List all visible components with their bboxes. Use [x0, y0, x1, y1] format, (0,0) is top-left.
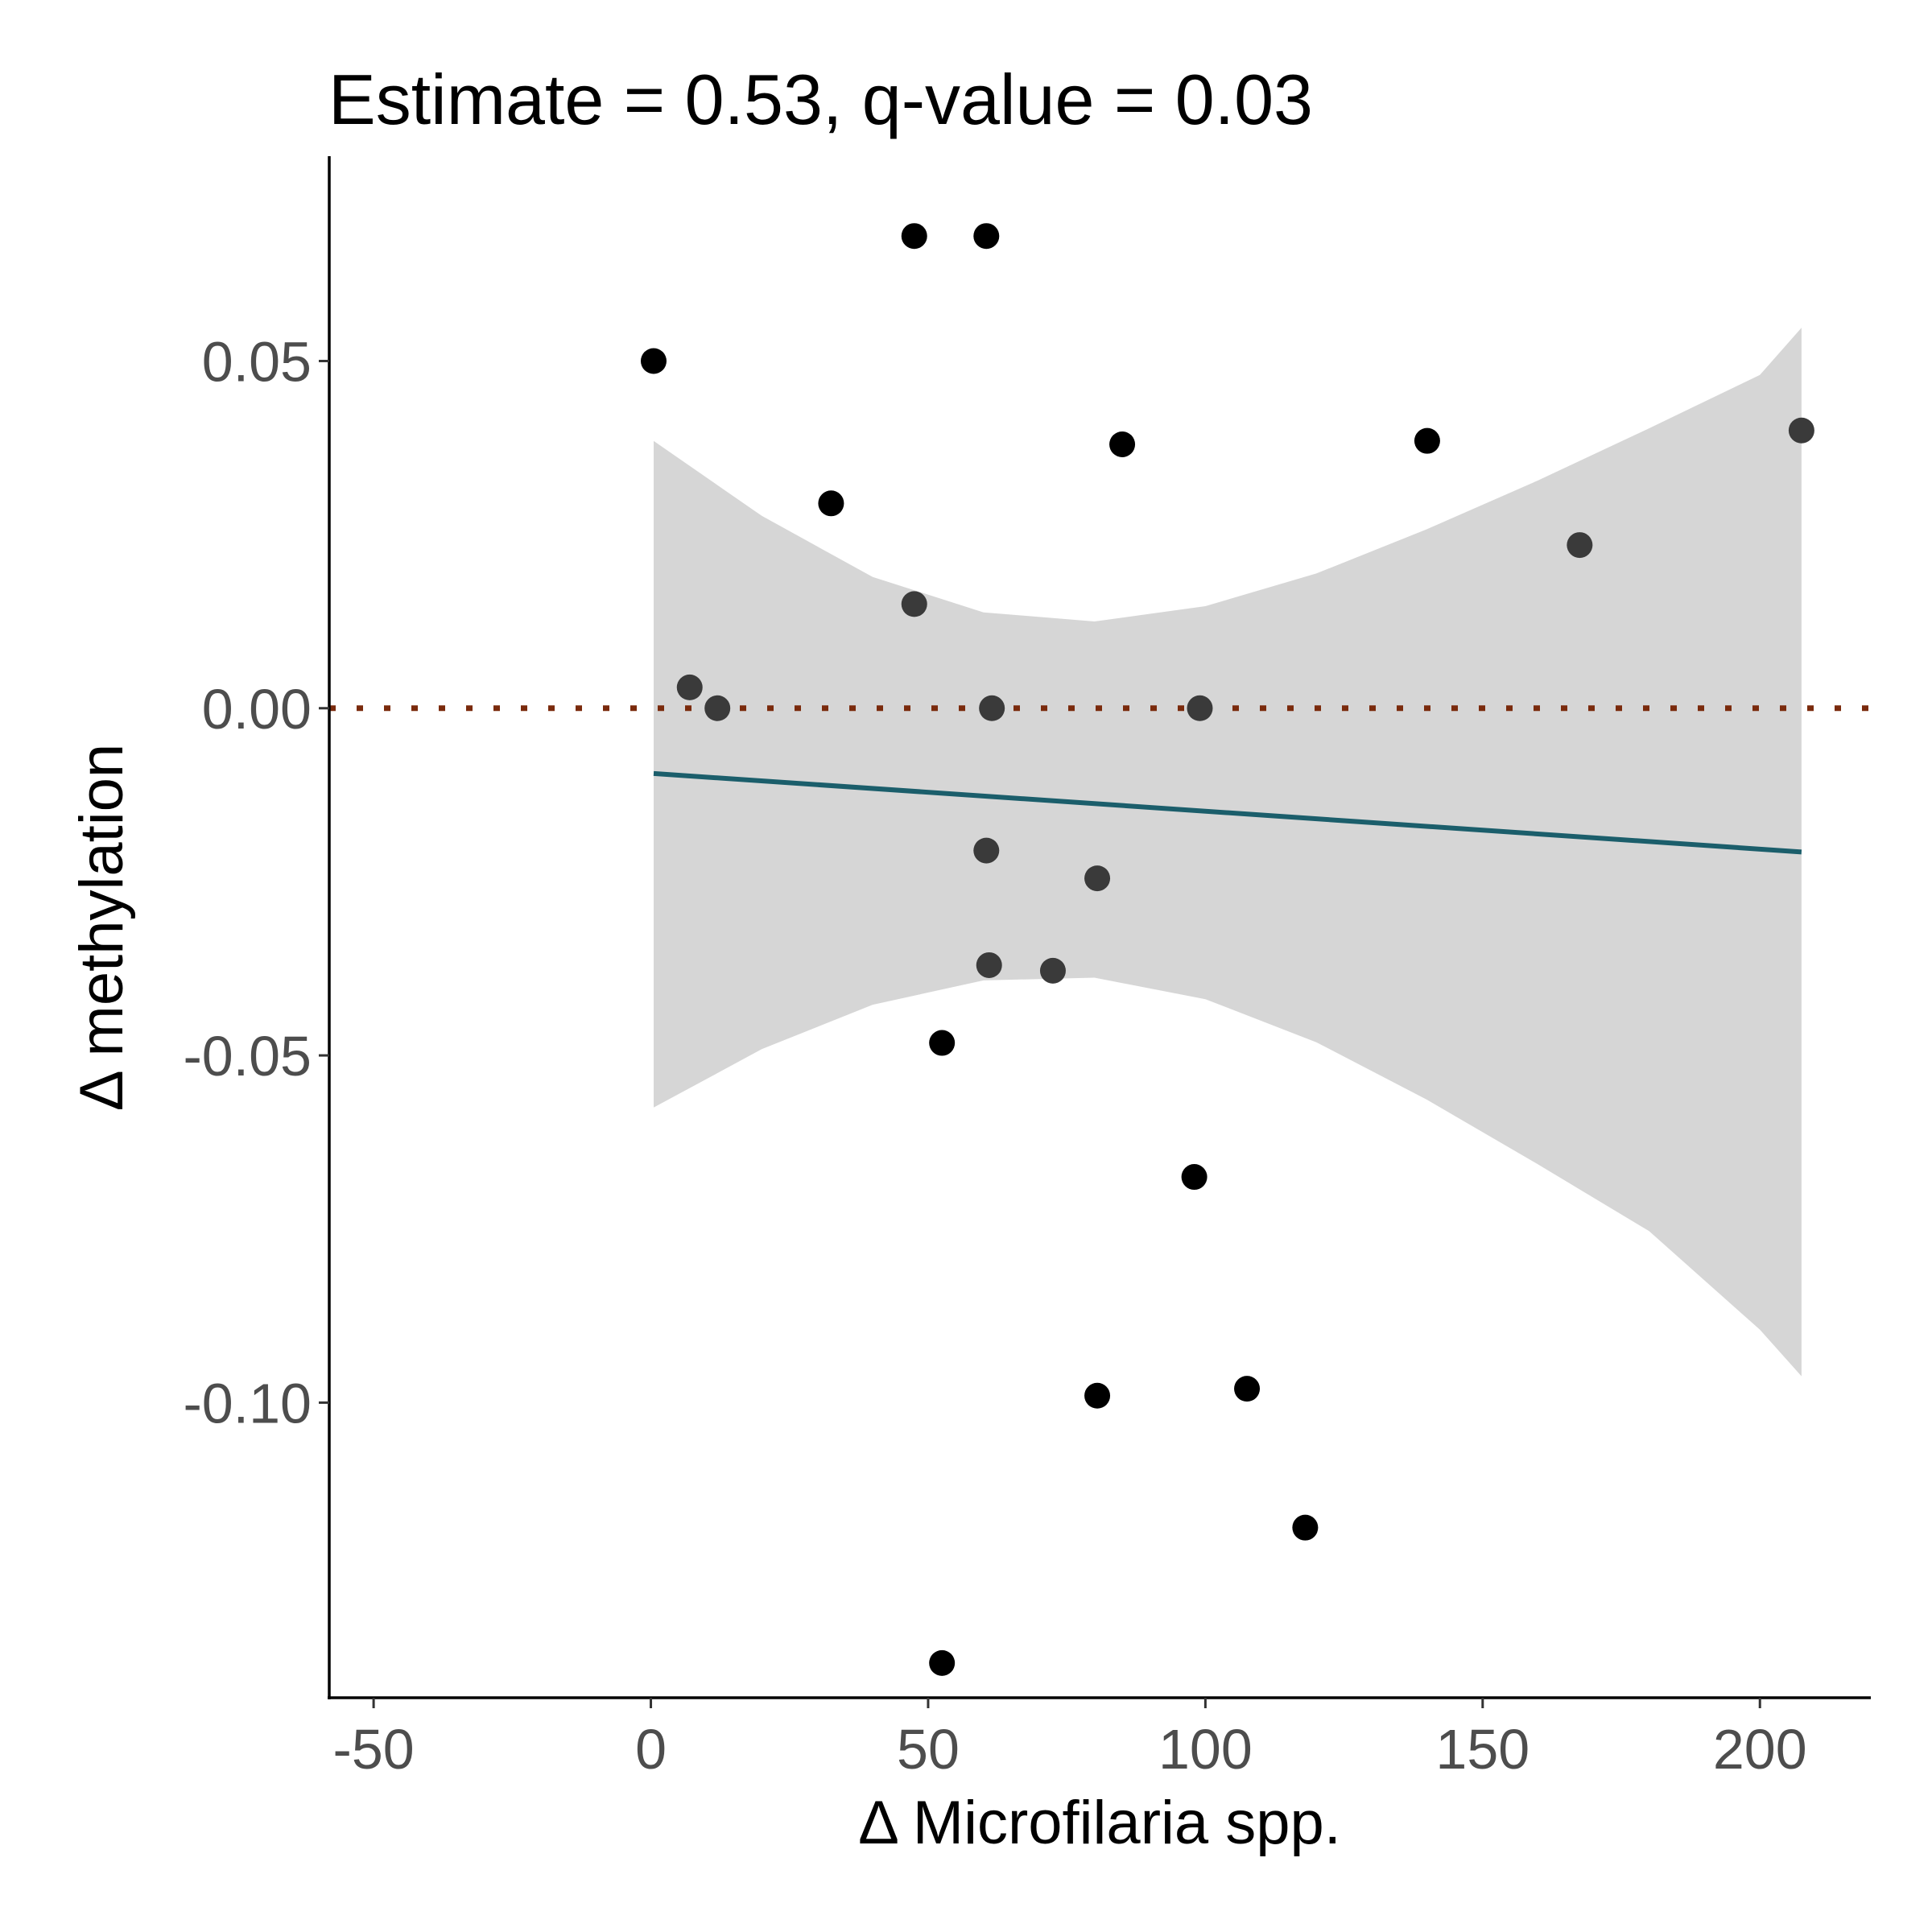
data-point [1187, 695, 1213, 721]
x-tick-label: 200 [1713, 1718, 1807, 1781]
data-point [704, 695, 731, 721]
data-point [929, 1030, 956, 1056]
data-point [929, 1649, 956, 1676]
data-point [676, 674, 703, 700]
data-point [1414, 427, 1440, 454]
y-tick-label: 0.00 [202, 678, 312, 741]
data-point [1084, 1382, 1111, 1409]
data-point [979, 695, 1005, 721]
x-axis-title: Δ Microfilaria spp. [858, 1789, 1341, 1857]
data-point [976, 952, 1002, 978]
data-point [1292, 1514, 1319, 1541]
confidence-ribbon [654, 328, 1802, 1377]
x-tick-label: 50 [897, 1718, 960, 1781]
regression-line [653, 770, 1802, 855]
data-points [640, 223, 1814, 1676]
data-point [901, 591, 927, 617]
y-tick-label: -0.05 [183, 1025, 312, 1088]
data-point [1039, 957, 1066, 984]
data-point [640, 348, 667, 374]
y-axis-title: Δ methylation [68, 744, 136, 1111]
fit-line-layer [653, 770, 1802, 855]
x-tick-label: 100 [1158, 1718, 1253, 1781]
data-point [901, 223, 927, 250]
x-tick-label: 150 [1435, 1718, 1530, 1781]
data-point [1109, 431, 1136, 457]
data-point [1234, 1376, 1261, 1402]
data-point [973, 837, 1000, 864]
chart-title: Estimate = 0.53, q-value = 0.03 [328, 60, 1313, 139]
x-tick-label: 0 [635, 1718, 667, 1781]
data-point [1567, 532, 1593, 559]
data-point [1181, 1164, 1208, 1191]
y-tick-label: -0.10 [183, 1372, 312, 1435]
data-point [973, 223, 1000, 250]
x-tick-label: -50 [333, 1718, 415, 1781]
confidence-band [654, 328, 1802, 1377]
data-point [1084, 865, 1111, 892]
ticks: -50 0 50 100 150 200 0.05 0.00 -0.05 -0.10 [183, 330, 1806, 1781]
axes [328, 156, 1871, 1699]
data-point [1788, 417, 1814, 444]
data-point [818, 490, 844, 517]
y-tick-label: 0.05 [202, 330, 312, 393]
